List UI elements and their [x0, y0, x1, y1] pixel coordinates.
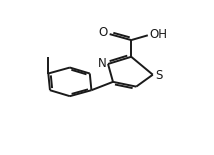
Text: N: N — [98, 57, 107, 70]
Text: S: S — [155, 69, 162, 82]
Text: O: O — [99, 26, 108, 39]
Text: OH: OH — [149, 28, 168, 41]
